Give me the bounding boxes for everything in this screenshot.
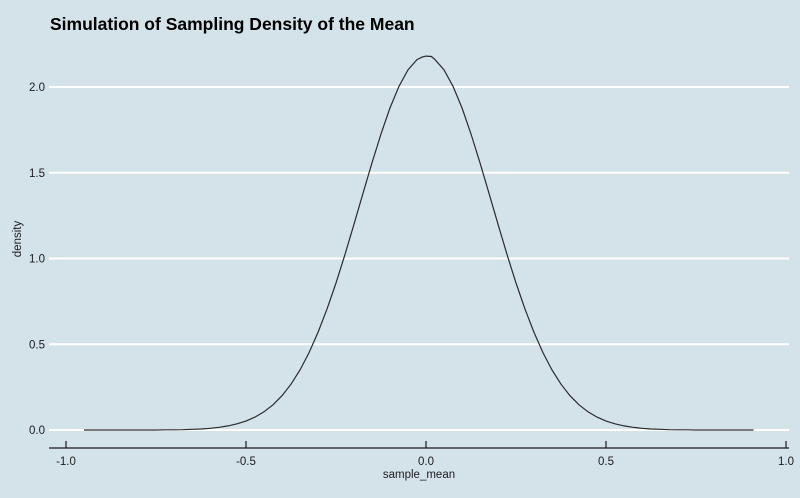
y-axis-tick-labels: 0.0 0.5 1.0 1.5 2.0: [29, 82, 45, 437]
x-axis-tick-labels: -1.0 -0.5 0.0 0.5 1.0: [56, 456, 794, 468]
y-tick-label-1.5: 1.5: [29, 168, 45, 180]
x-axis-label: sample_mean: [383, 469, 455, 481]
chart-title: Simulation of Sampling Density of the Me…: [50, 14, 415, 34]
density-curve: [84, 55, 754, 431]
y-tick-label-0: 0.0: [29, 425, 45, 437]
y-tick-label-1: 1.0: [29, 254, 45, 266]
y-tick-label-2: 2.0: [29, 82, 45, 94]
horizontal-gridlines: [49, 86, 789, 431]
x-tick-label--0.5: -0.5: [236, 456, 256, 468]
x-tick-label-1: 1.0: [778, 456, 794, 468]
x-tick-label--1: -1.0: [56, 456, 76, 468]
x-axis-ticks: [65, 441, 787, 448]
x-tick-label-0: 0.0: [418, 456, 434, 468]
x-tick-label-0.5: 0.5: [598, 456, 614, 468]
y-axis-label: density: [12, 221, 24, 258]
y-tick-label-0.5: 0.5: [29, 339, 45, 351]
